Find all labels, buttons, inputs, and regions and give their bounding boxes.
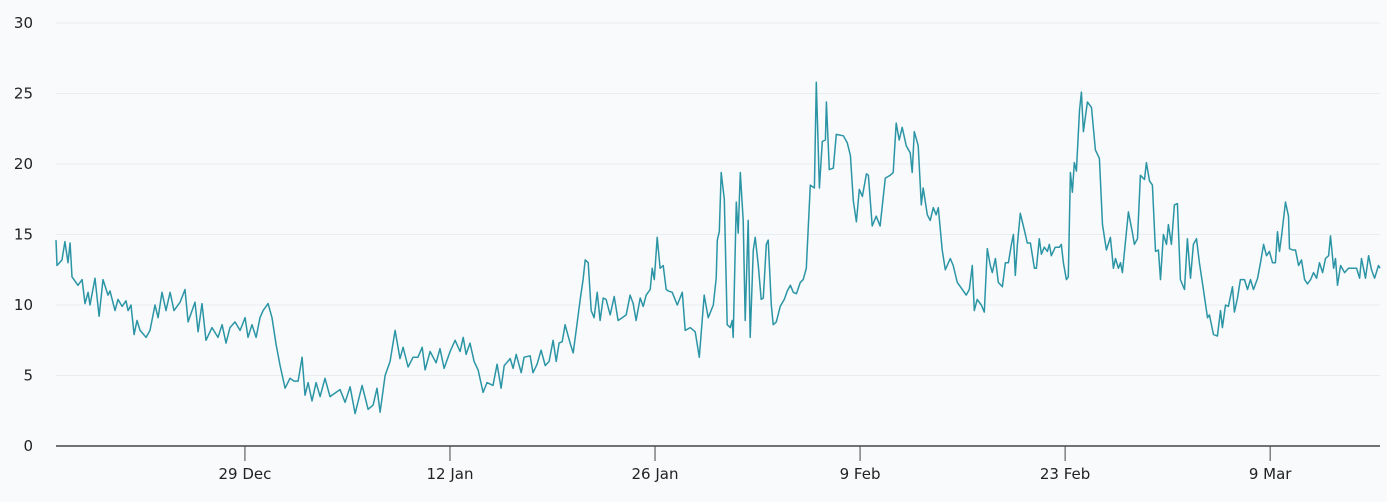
x-tick-label: 9 Mar [1249,465,1292,483]
x-tick-label: 26 Jan [632,465,679,483]
x-tick-label: 12 Jan [426,465,473,483]
x-tick-label: 23 Feb [1040,465,1090,483]
y-tick-label: 20 [14,155,33,173]
y-axis: 0 5 10 15 20 25 30 [14,14,33,455]
x-tick-label: 9 Feb [840,465,881,483]
y-tick-label: 10 [14,296,33,314]
gridlines [56,22,1380,376]
data-series-line [55,81,1381,415]
x-tick-label: 29 Dec [218,465,271,483]
y-tick-label: 25 [14,85,33,103]
x-axis: 29 Dec 12 Jan 26 Jan 9 Feb 23 Feb 9 Mar [56,445,1380,483]
y-tick-label: 15 [14,226,33,244]
y-tick-label: 30 [14,14,33,32]
y-tick-label: 0 [23,437,33,455]
y-tick-label: 5 [23,367,33,385]
